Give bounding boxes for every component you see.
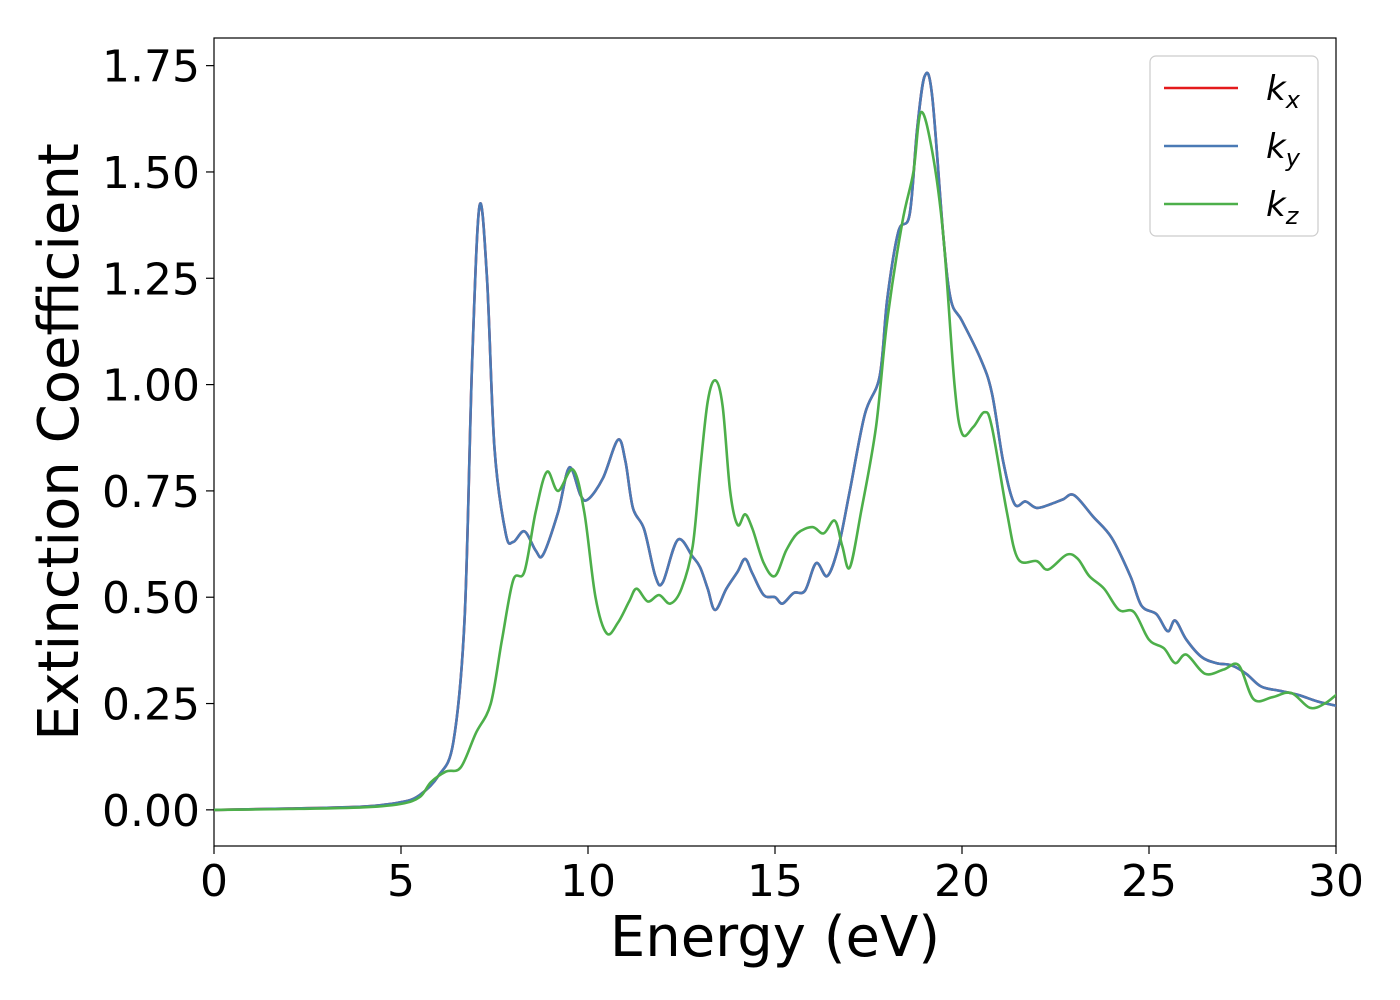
x-tick-label: 5 — [387, 856, 415, 907]
y-tick-label: 0.75 — [102, 467, 200, 518]
x-tick-label: 20 — [934, 856, 990, 907]
legend-item-kz: kz — [1164, 185, 1300, 230]
y-tick-label: 1.25 — [102, 254, 200, 305]
legend: kx ky kz — [1149, 55, 1319, 237]
x-tick-label: 25 — [1121, 856, 1177, 907]
y-tick-label: 0.50 — [102, 573, 200, 624]
legend-label: kz — [1266, 185, 1300, 230]
y-axis: 0.00 0.25 0.50 0.75 1.00 1.25 1.50 1.75 — [102, 42, 214, 837]
x-axis-label: Energy (eV) — [610, 905, 940, 970]
x-tick-label: 15 — [747, 856, 803, 907]
legend-label: kx — [1266, 69, 1301, 114]
x-axis: 0 5 10 15 20 25 30 — [200, 846, 1364, 907]
y-axis-label: Extinction Coefficient — [27, 143, 92, 741]
legend-item-ky: ky — [1164, 127, 1301, 172]
y-tick-label: 0.25 — [102, 680, 200, 731]
legend-label: ky — [1266, 127, 1301, 172]
y-tick-label: 0.00 — [102, 786, 200, 837]
y-tick-label: 1.00 — [102, 361, 200, 412]
y-tick-label: 1.50 — [102, 148, 200, 199]
legend-item-kx: kx — [1164, 69, 1301, 114]
x-tick-label: 30 — [1308, 856, 1364, 907]
series-line-kz — [214, 110, 1336, 812]
x-tick-label: 0 — [200, 856, 228, 907]
x-tick-label: 10 — [560, 856, 616, 907]
y-tick-label: 1.75 — [102, 42, 200, 93]
series-line-ky — [214, 71, 1336, 812]
series-layer — [214, 71, 1336, 812]
